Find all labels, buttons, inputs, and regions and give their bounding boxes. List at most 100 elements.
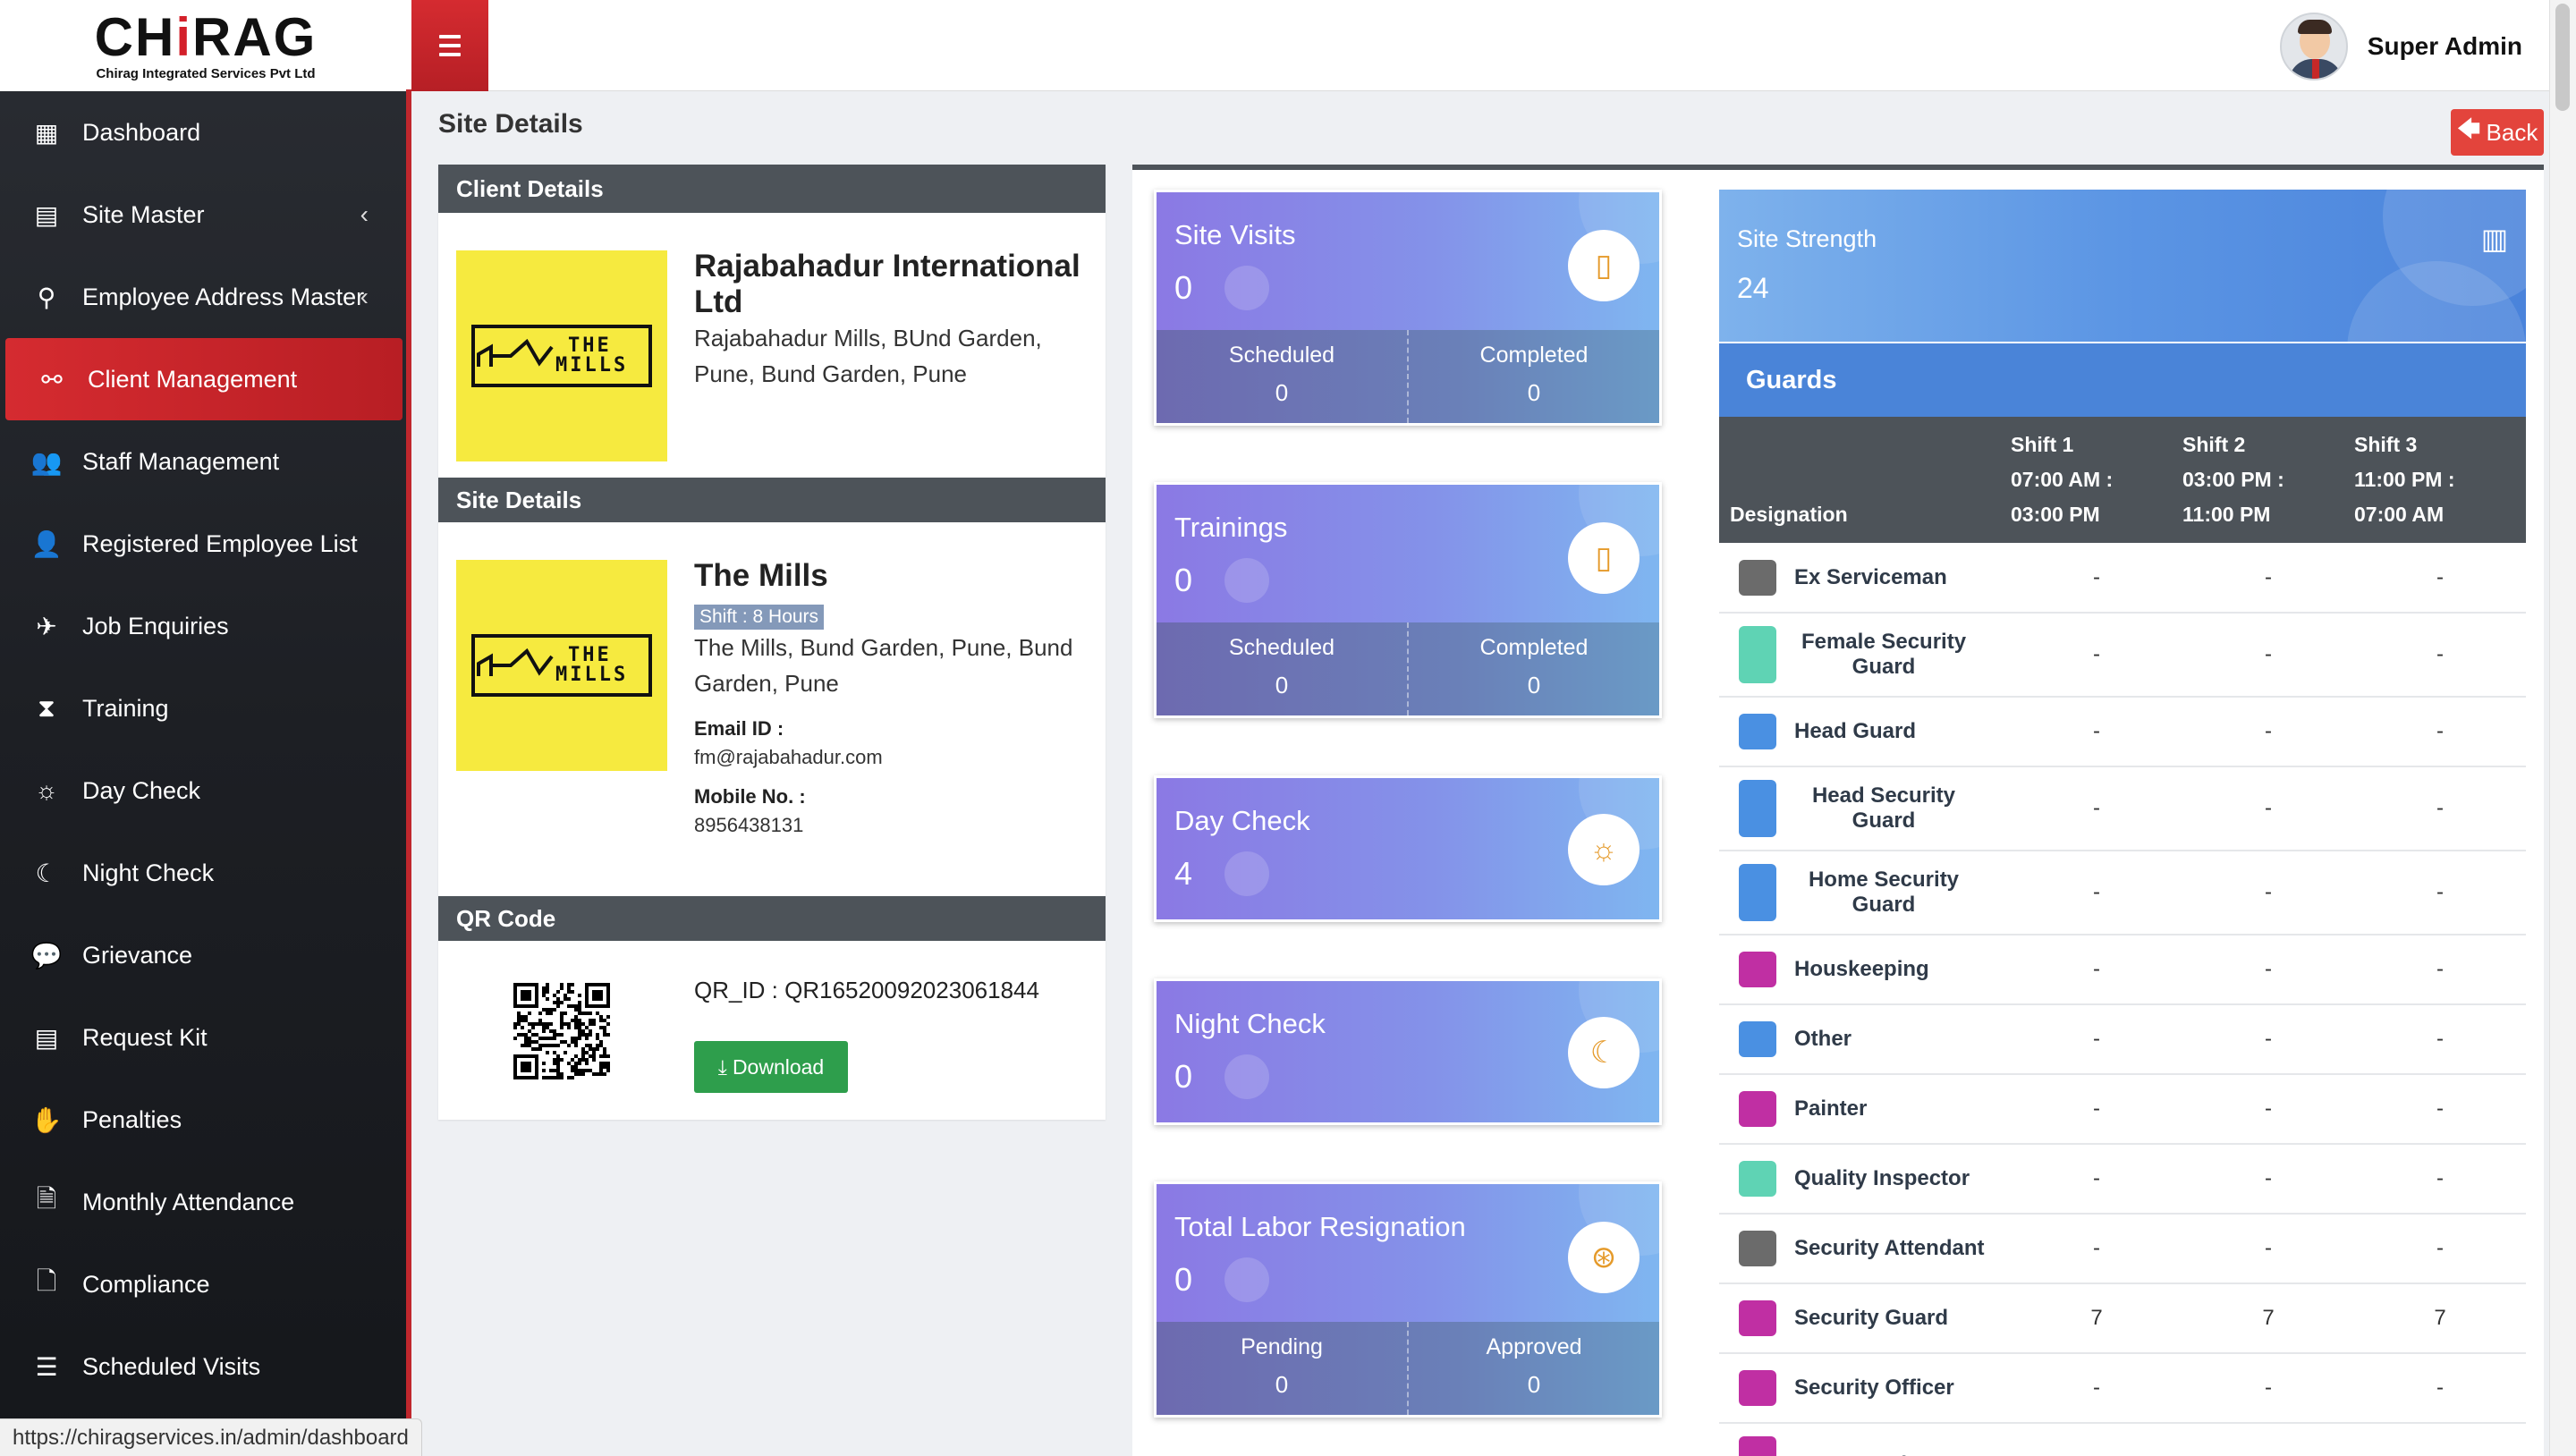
designation-color-swatch [1739,1370,1776,1406]
shift-3-count: 1 [2354,1423,2526,1456]
table-row: Home Security Guard - - - [1719,851,2526,935]
site-strength-title: Site Strength [1737,225,1877,252]
sidebar-item-training[interactable]: ⧗ Training [0,667,406,749]
labor-resignation-card[interactable]: Total Labor Resignation 0 ⊛ Pending 0 App… [1154,1181,1662,1418]
sidebar-item-staff-management[interactable]: 👥 Staff Management [0,420,406,503]
table-row: Security Guard 7 7 7 [1719,1283,2526,1354]
completed-count: 0 [1527,379,1541,406]
qr-code-header: QR Code [438,896,1106,941]
scheduled-label: Scheduled [1228,635,1335,660]
shift-3-count: - [2354,935,2526,1005]
designation-color-swatch [1739,1021,1776,1057]
sidebar-item-night-check[interactable]: ☾ Night Check [0,832,406,914]
sidebar-item-request-kit[interactable]: ▤ Request Kit [0,996,406,1079]
list-ul-icon: ☰ [35,1352,58,1381]
sidebar-item-penalties[interactable]: ✋ Penalties [0,1079,406,1161]
trainings-title: Trainings [1174,512,1288,543]
sidebar-item-site-master[interactable]: ▤ Site Master ‹ [0,174,406,256]
shift-2-count: - [2182,613,2354,698]
dashboard-icon: ▦ [34,118,59,147]
sidebar-item-label: Registered Employee List [82,529,358,557]
shift-1-count: - [2011,543,2182,614]
sidebar-item-label: Scheduled Visits [82,1352,261,1380]
sidebar-item-employee-address-master[interactable]: ⚲ Employee Address Master ‹ [0,256,406,338]
chevron-left-icon: ‹ [360,283,369,310]
designation-name: Security Officer [1794,1376,1954,1400]
table-row: Houskeeping - - - [1719,935,2526,1005]
shift-1-count: - [2011,613,2182,698]
day-check-title: Day Check [1174,805,1310,836]
file-icon: 🗎 [36,1185,57,1213]
download-button[interactable]: ⤓ Download [694,1041,848,1093]
site-visits-card[interactable]: Site Visits 0 ▯ Scheduled 0 Completed 0 [1154,190,1662,426]
sidebar-item-label: Staff Management [82,447,280,475]
shift-3-count: - [2354,1214,2526,1284]
shift-1-count: - [2011,1074,2182,1145]
compass-icon: ⊛ [1568,1222,1640,1293]
back-button[interactable]: 🡄 Back [2451,109,2544,156]
sidebar-item-scheduled-visits[interactable]: ☰ Scheduled Visits [0,1325,406,1408]
brand-logo[interactable]: CHiRAG Chirag Integrated Services Pvt Lt… [0,0,411,91]
sidebar-item-client-management[interactable]: ⚯ Client Management [5,338,402,420]
sidebar-item-job-enquiries[interactable]: ✈ Job Enquiries [0,585,406,667]
email-value: fm@rajabahadur.com [694,746,883,768]
shift-2-count: - [2182,851,2354,935]
shift-2-count: - [2182,697,2354,767]
paper-plane-icon: ✈ [36,612,57,640]
shift-3-count: - [2354,1144,2526,1215]
designation-name: Security [1794,1452,1973,1456]
scheduled-label: Scheduled [1228,343,1335,368]
site-visits-title: Site Visits [1174,219,1296,250]
designation-color-swatch [1739,1436,1776,1456]
list-icon: ▤ [34,1023,59,1052]
arrow-left-icon: 🡄 [2456,115,2481,142]
table-row: Ex Serviceman - - - [1719,543,2526,614]
shift-1-count: 7 [2011,1283,2182,1354]
site-visits-count: 0 [1174,269,1193,306]
shift-1-count: - [2011,851,2182,935]
avatar [2279,13,2348,80]
shift-1-column-header: Shift 1 07:00 AM :03:00 PM [2011,417,2182,543]
hourglass-icon: ⧗ [38,693,55,722]
client-logo: THE MILLS [456,250,667,461]
day-check-card[interactable]: Day Check 4 ☼ [1154,775,1662,922]
table-row: Painter - - - [1719,1074,2526,1145]
sidebar-item-compliance[interactable]: 🗋 Compliance [0,1243,406,1325]
sidebar-item-label: Site Master [82,200,205,228]
sidebar-item-label: Grievance [82,941,193,969]
menu-toggle-button[interactable] [411,0,488,91]
scrollbar-thumb[interactable] [2555,4,2570,111]
designation-name: Other [1794,1027,1852,1051]
trainings-card[interactable]: Trainings 0 ▯ Scheduled 0 Completed 0 [1154,482,1662,718]
table-row: Other - - - [1719,1004,2526,1075]
night-check-card[interactable]: Night Check 0 ☾ [1154,978,1662,1125]
page-scrollbar[interactable] [2549,0,2576,1456]
user-menu[interactable]: Super Admin [2279,13,2522,80]
table-row: Head Guard - - - [1719,697,2526,767]
sidebar-item-day-check[interactable]: ☼ Day Check [0,749,406,832]
shift-2-count: - [2182,1353,2354,1424]
user-icon: 👤 [30,529,63,558]
sidebar-item-grievance[interactable]: 💬 Grievance [0,914,406,996]
brand-name: CHiRAG [94,6,318,67]
designation-color-swatch [1739,1161,1776,1197]
sidebar-item-label: Client Management [88,365,298,393]
designation-name: Quality Inspector [1794,1166,1970,1190]
client-address: Rajabahadur Mills, BUnd Garden, Pune, Bu… [694,325,1042,387]
sidebar-item-label: Employee Address Master [82,283,365,310]
designation-color-swatch [1739,559,1776,596]
moon-icon: ☾ [35,859,58,887]
designation-name: Painter [1794,1096,1868,1121]
shift-3-count: 7 [2354,1283,2526,1354]
scheduled-count: 0 [1275,379,1289,406]
guards-header: Guards [1719,343,2526,417]
comments-icon: 💬 [30,941,63,969]
sidebar-item-dashboard[interactable]: ▦ Dashboard [0,91,406,174]
sidebar-item-monthly-attendance[interactable]: 🗎 Monthly Attendance [0,1161,406,1243]
shift-1-count: - [2011,697,2182,767]
pending-label: Pending [1241,1334,1323,1359]
trainings-count: 0 [1174,562,1193,598]
table-row: Quality Inspector - - - [1719,1144,2526,1215]
sidebar-item-registered-employee-list[interactable]: 👤 Registered Employee List [0,503,406,585]
night-check-title: Night Check [1174,1008,1326,1039]
